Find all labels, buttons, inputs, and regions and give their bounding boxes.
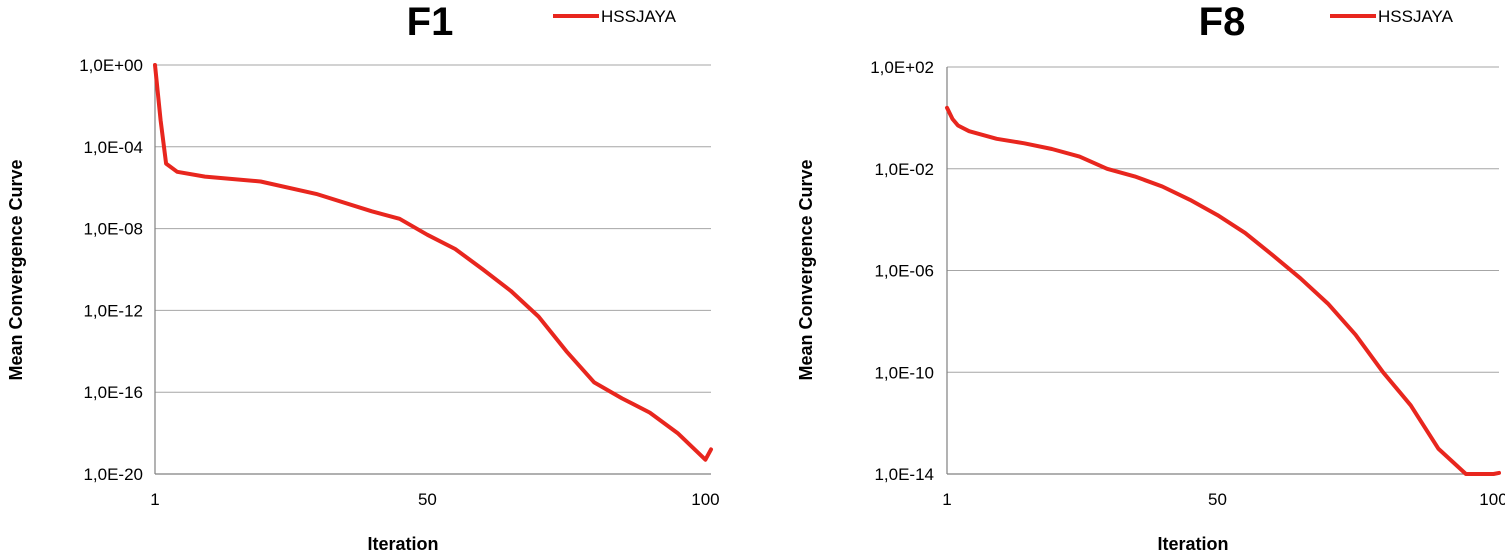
x-tick-label: 100 xyxy=(1479,490,1505,509)
y-tick-label: 1,0E-20 xyxy=(83,465,143,484)
y-tick-label: 1,0E+00 xyxy=(79,56,143,75)
y-tick-label: 1,0E-14 xyxy=(874,465,934,484)
y-tick-label: 1,0E-04 xyxy=(83,138,143,157)
y-tick-label: 1,0E-06 xyxy=(874,262,934,281)
legend-label: HSSJAYA xyxy=(1378,7,1454,26)
y-tick-label: 1,0E-12 xyxy=(83,301,143,320)
y-tick-label: 1,0E-16 xyxy=(83,383,143,402)
x-axis-label: Iteration xyxy=(367,534,438,554)
y-tick-label: 1,0E-08 xyxy=(83,220,143,239)
legend-label: HSSJAYA xyxy=(601,7,677,26)
chart-panel-2: 1,0E+02 1,0E-02 1,0E-06 1,0E-10 1,0E-14 1 50 10… xyxy=(796,0,1505,554)
x-tick-label: 50 xyxy=(1208,490,1227,509)
y-tick-label: 1,0E-02 xyxy=(874,160,934,179)
y-axis-label: Mean Convergence Curve xyxy=(6,159,26,380)
x-tick-label: 50 xyxy=(418,490,437,509)
series-line-hssjaya xyxy=(153,63,713,462)
y-tick-label: 1,0E+02 xyxy=(870,58,934,77)
y-axis-label: Mean Convergence Curve xyxy=(796,159,816,380)
x-axis-label: Iteration xyxy=(1157,534,1228,554)
chart-title: F8 xyxy=(1199,0,1246,44)
x-tick-label: 1 xyxy=(942,490,951,509)
series-line-hssjaya xyxy=(945,105,1501,476)
chart-title: F1 xyxy=(407,0,454,44)
x-tick-label: 100 xyxy=(691,490,719,509)
chart-panel-1: 1,0E+00 1,0E-04 1,0E-08 1,0E-12 1,0E-16 1,0E-… xyxy=(6,0,720,554)
x-tick-label: 1 xyxy=(150,490,159,509)
y-tick-label: 1,0E-10 xyxy=(874,363,934,382)
